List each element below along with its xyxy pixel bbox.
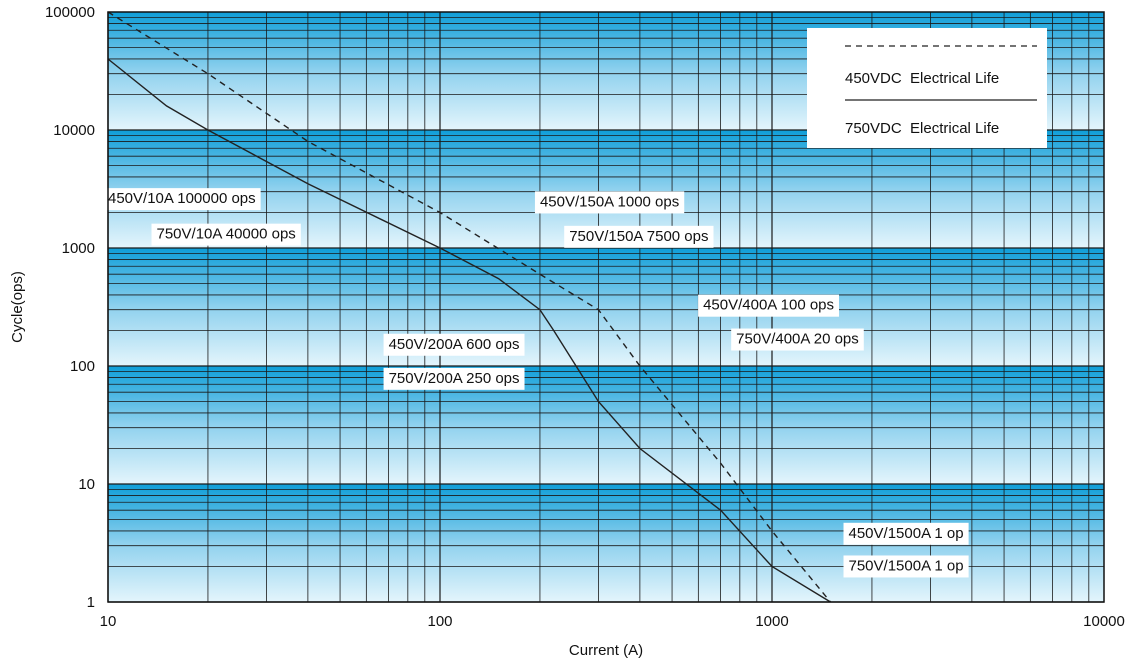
- annotation-label: 750V/1500A 1 op: [843, 555, 969, 578]
- annotation-layer: 450V/10A 100000 ops 750V/10A 40000 ops 450…: [103, 188, 969, 578]
- x-tick-label: 10: [100, 613, 117, 630]
- legend-label-750vdc: 750VDC Electrical Life: [845, 120, 999, 137]
- annotation-label: 450V/200A 600 ops: [383, 333, 525, 356]
- annotation-text: 450V/200A 600 ops: [389, 336, 520, 353]
- annotation-label: 450V/150A 1000 ops: [534, 191, 685, 214]
- annotation-text: 450V/1500A 1 op: [849, 525, 964, 542]
- y-tick-label: 100: [70, 358, 95, 375]
- annotation-text: 450V/10A 100000 ops: [108, 190, 256, 207]
- annotation-bg: [383, 367, 525, 390]
- annotation-text: 750V/1500A 1 op: [849, 557, 964, 574]
- annotation-text: 750V/10A 40000 ops: [157, 226, 296, 243]
- decade-band: [108, 366, 1104, 484]
- annotation-text: 450V/150A 1000 ops: [540, 193, 679, 210]
- x-axis-label: Current (A): [569, 642, 643, 659]
- annotation-label: 450V/10A 100000 ops: [103, 188, 261, 211]
- annotation-label: 450V/1500A 1 op: [843, 522, 969, 545]
- annotation-text: 450V/400A 100 ops: [703, 297, 834, 314]
- annotation-label: 750V/200A 250 ops: [383, 367, 525, 390]
- y-tick-label: 10000: [53, 122, 95, 139]
- y-tick-label: 10: [78, 476, 95, 493]
- x-tick-label: 1000: [755, 613, 788, 630]
- annotation-label: 750V/150A 7500 ops: [564, 225, 714, 248]
- annotation-bg: [731, 328, 864, 351]
- y-tick-label: 100000: [45, 4, 95, 21]
- annotation-bg: [103, 188, 261, 211]
- annotation-label: 750V/10A 40000 ops: [151, 223, 301, 246]
- grid-lines: [107, 12, 1104, 603]
- annotation-text: 750V/200A 250 ops: [389, 370, 520, 387]
- annotation-bg: [564, 225, 714, 248]
- annotation-bg: [534, 191, 685, 214]
- decade-band: [108, 248, 1104, 366]
- legend: 450VDC Electrical Life 750VDC Electrical…: [807, 28, 1047, 148]
- x-tick-label: 10000: [1083, 613, 1125, 630]
- y-tick-label: 1000: [62, 240, 95, 257]
- annotation-bg: [151, 223, 301, 246]
- legend-label-450vdc: 450VDC Electrical Life: [845, 70, 999, 87]
- annotation-bg: [698, 294, 840, 317]
- legend-box: [807, 28, 1047, 148]
- series-line-450vdc: [107, 11, 832, 603]
- plot-background: [108, 12, 1104, 602]
- annotation-label: 750V/400A 20 ops: [731, 328, 864, 351]
- series-layer: [107, 11, 832, 603]
- annotation-label: 450V/400A 100 ops: [698, 294, 840, 317]
- tick-labels: 10 100 1000 10000 1 10 100 1000 10000 100000: [45, 4, 1125, 630]
- annotation-bg: [843, 555, 969, 578]
- y-axis-label: Cycle(ops): [9, 271, 26, 343]
- plot-frame: [107, 11, 1105, 603]
- x-tick-label: 100: [427, 613, 452, 630]
- annotation-text: 750V/400A 20 ops: [736, 331, 859, 348]
- annotation-bg: [383, 333, 525, 356]
- series-line-750vdc: [107, 58, 831, 603]
- annotation-text: 750V/150A 7500 ops: [569, 228, 708, 245]
- y-tick-label: 1: [87, 594, 95, 611]
- annotation-bg: [843, 522, 969, 545]
